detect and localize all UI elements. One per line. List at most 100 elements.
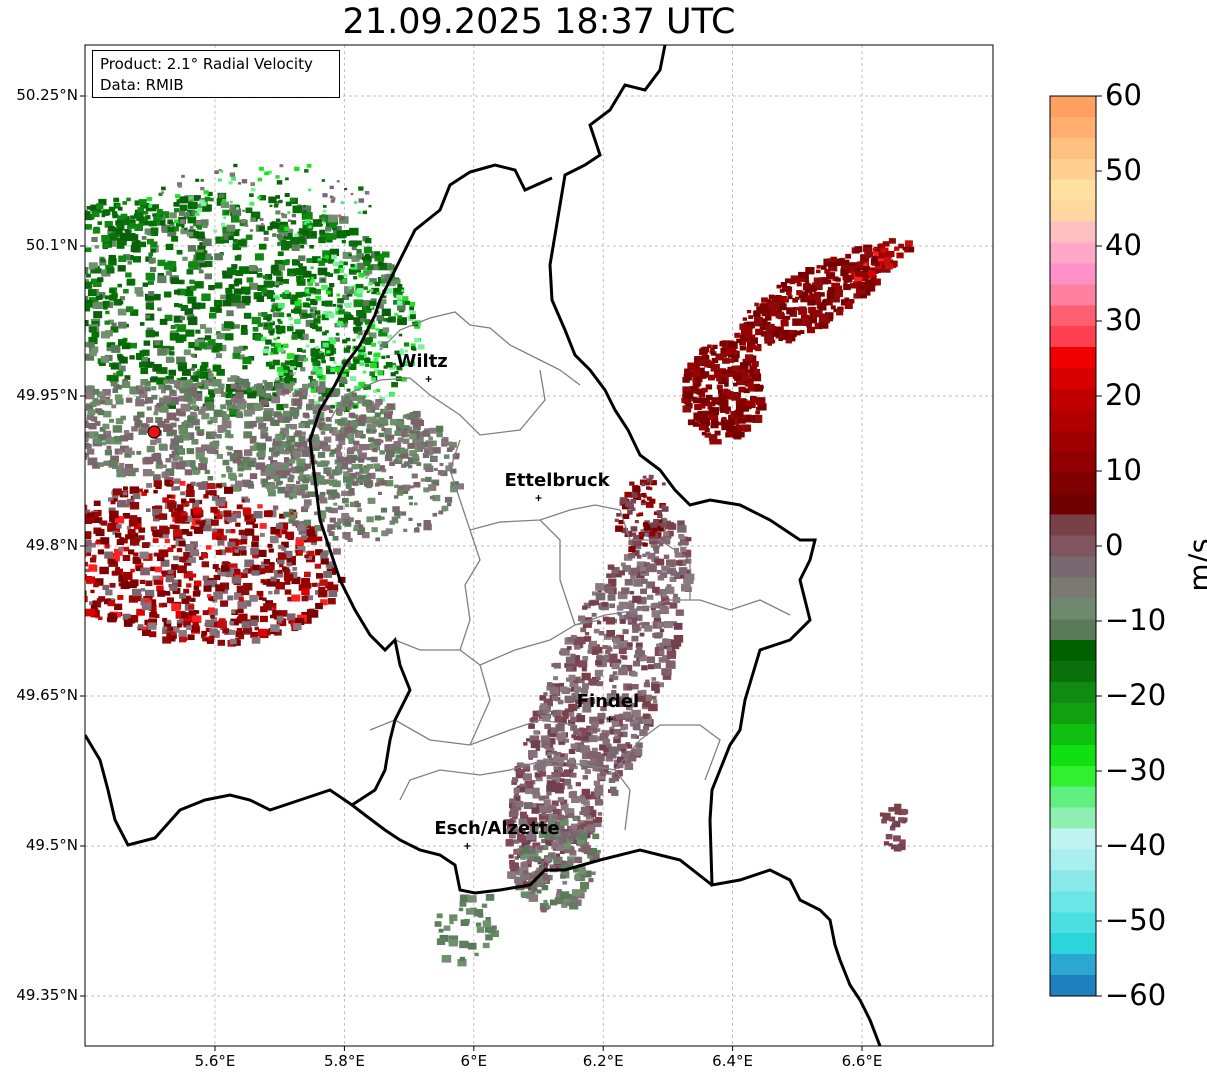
echo-pixel	[130, 342, 137, 349]
echo-pixel	[221, 474, 226, 478]
echo-pixel	[258, 166, 264, 171]
echo-pixel	[251, 386, 257, 390]
echo-pixel	[208, 379, 213, 383]
echo-pixel	[348, 268, 357, 275]
echo-pixel	[573, 765, 578, 770]
echo-pixel	[215, 236, 225, 244]
echo-pixel	[709, 438, 718, 445]
echo-pixel	[203, 342, 213, 350]
echo-pixel	[764, 333, 773, 341]
echo-pixel	[330, 199, 335, 203]
echo-pixel	[413, 481, 421, 488]
echo-pixel	[242, 209, 245, 212]
echo-pixel	[409, 310, 416, 316]
echo-pixel	[374, 515, 382, 521]
echo-pixel	[136, 450, 142, 455]
echo-pixel	[229, 200, 233, 204]
echo-pixel	[231, 610, 236, 614]
echo-pixel	[742, 317, 747, 321]
echo-pixel	[274, 259, 283, 267]
echo-pixel	[805, 267, 815, 275]
echo-pixel	[571, 734, 577, 739]
echo-pixel	[357, 452, 367, 460]
echo-pixel	[641, 499, 646, 503]
echo-pixel	[558, 768, 563, 772]
echo-pixel	[738, 417, 746, 424]
echo-pixel	[398, 333, 403, 337]
echo-pixel	[176, 249, 183, 255]
echo-pixel	[584, 769, 591, 775]
echo-pixel	[153, 411, 159, 416]
echo-pixel	[146, 196, 153, 202]
echo-pixel	[725, 432, 732, 438]
echo-pixel	[654, 689, 660, 694]
echo-pixel	[293, 355, 299, 360]
echo-pixel	[140, 588, 146, 592]
echo-pixel	[133, 552, 139, 557]
echo-pixel	[95, 540, 100, 545]
echo-pixel	[610, 573, 616, 578]
echo-pixel	[105, 396, 110, 401]
echo-pixel	[131, 426, 138, 432]
echo-pixel	[193, 585, 200, 591]
echo-pixel	[171, 626, 180, 633]
echo-pixel	[263, 230, 269, 235]
echo-pixel	[347, 490, 354, 496]
radar-echoes	[58, 163, 915, 967]
echo-pixel	[353, 292, 359, 297]
echo-pixel	[236, 412, 243, 419]
echo-pixel	[162, 636, 172, 644]
echo-pixel	[298, 422, 305, 428]
echo-pixel	[152, 538, 159, 543]
echo-pixel	[414, 447, 421, 452]
echo-pixel	[513, 787, 520, 793]
echo-pixel	[287, 445, 293, 451]
echo-pixel	[130, 234, 139, 241]
echo-pixel	[227, 541, 236, 548]
echo-pixel	[191, 405, 198, 410]
echo-pixel	[104, 221, 113, 228]
echo-pixel	[184, 544, 195, 552]
echo-pixel	[371, 423, 377, 428]
echo-pixel	[209, 441, 219, 450]
echo-pixel	[307, 595, 314, 601]
echo-pixel	[289, 273, 295, 277]
echo-pixel	[179, 389, 185, 394]
echo-pixel	[375, 466, 382, 472]
echo-pixel	[818, 314, 828, 323]
echo-pixel	[320, 557, 329, 565]
echo-pixel	[843, 284, 851, 291]
echo-pixel	[665, 540, 671, 545]
echo-pixel	[208, 389, 215, 395]
echo-pixel	[616, 513, 621, 517]
echo-pixel	[597, 773, 606, 780]
echo-pixel	[286, 326, 294, 332]
echo-pixel	[173, 202, 180, 207]
echo-pixel	[667, 651, 676, 659]
echo-pixel	[357, 211, 362, 214]
echo-pixel	[624, 579, 633, 586]
echo-pixel	[72, 564, 77, 568]
echo-pixel	[363, 246, 373, 254]
echo-pixel	[762, 325, 769, 331]
echo-pixel	[184, 227, 188, 231]
echo-pixel	[62, 522, 70, 529]
echo-pixel	[108, 254, 116, 261]
echo-pixel	[58, 569, 67, 576]
echo-pixel	[85, 590, 87, 596]
echo-pixel	[370, 362, 377, 368]
echo-pixel	[220, 294, 226, 300]
echo-pixel	[532, 842, 541, 849]
echo-pixel	[272, 462, 281, 469]
echo-pixel	[356, 335, 361, 339]
echo-pixel	[544, 862, 549, 866]
echo-pixel	[618, 647, 627, 654]
echo-pixel	[631, 671, 638, 677]
echo-pixel	[108, 601, 115, 606]
echo-pixel	[546, 686, 552, 691]
echo-pixel	[96, 391, 105, 398]
echo-pixel	[686, 372, 692, 377]
echo-pixel	[236, 207, 239, 210]
echo-pixel	[718, 377, 726, 385]
echo-pixel	[408, 361, 415, 367]
